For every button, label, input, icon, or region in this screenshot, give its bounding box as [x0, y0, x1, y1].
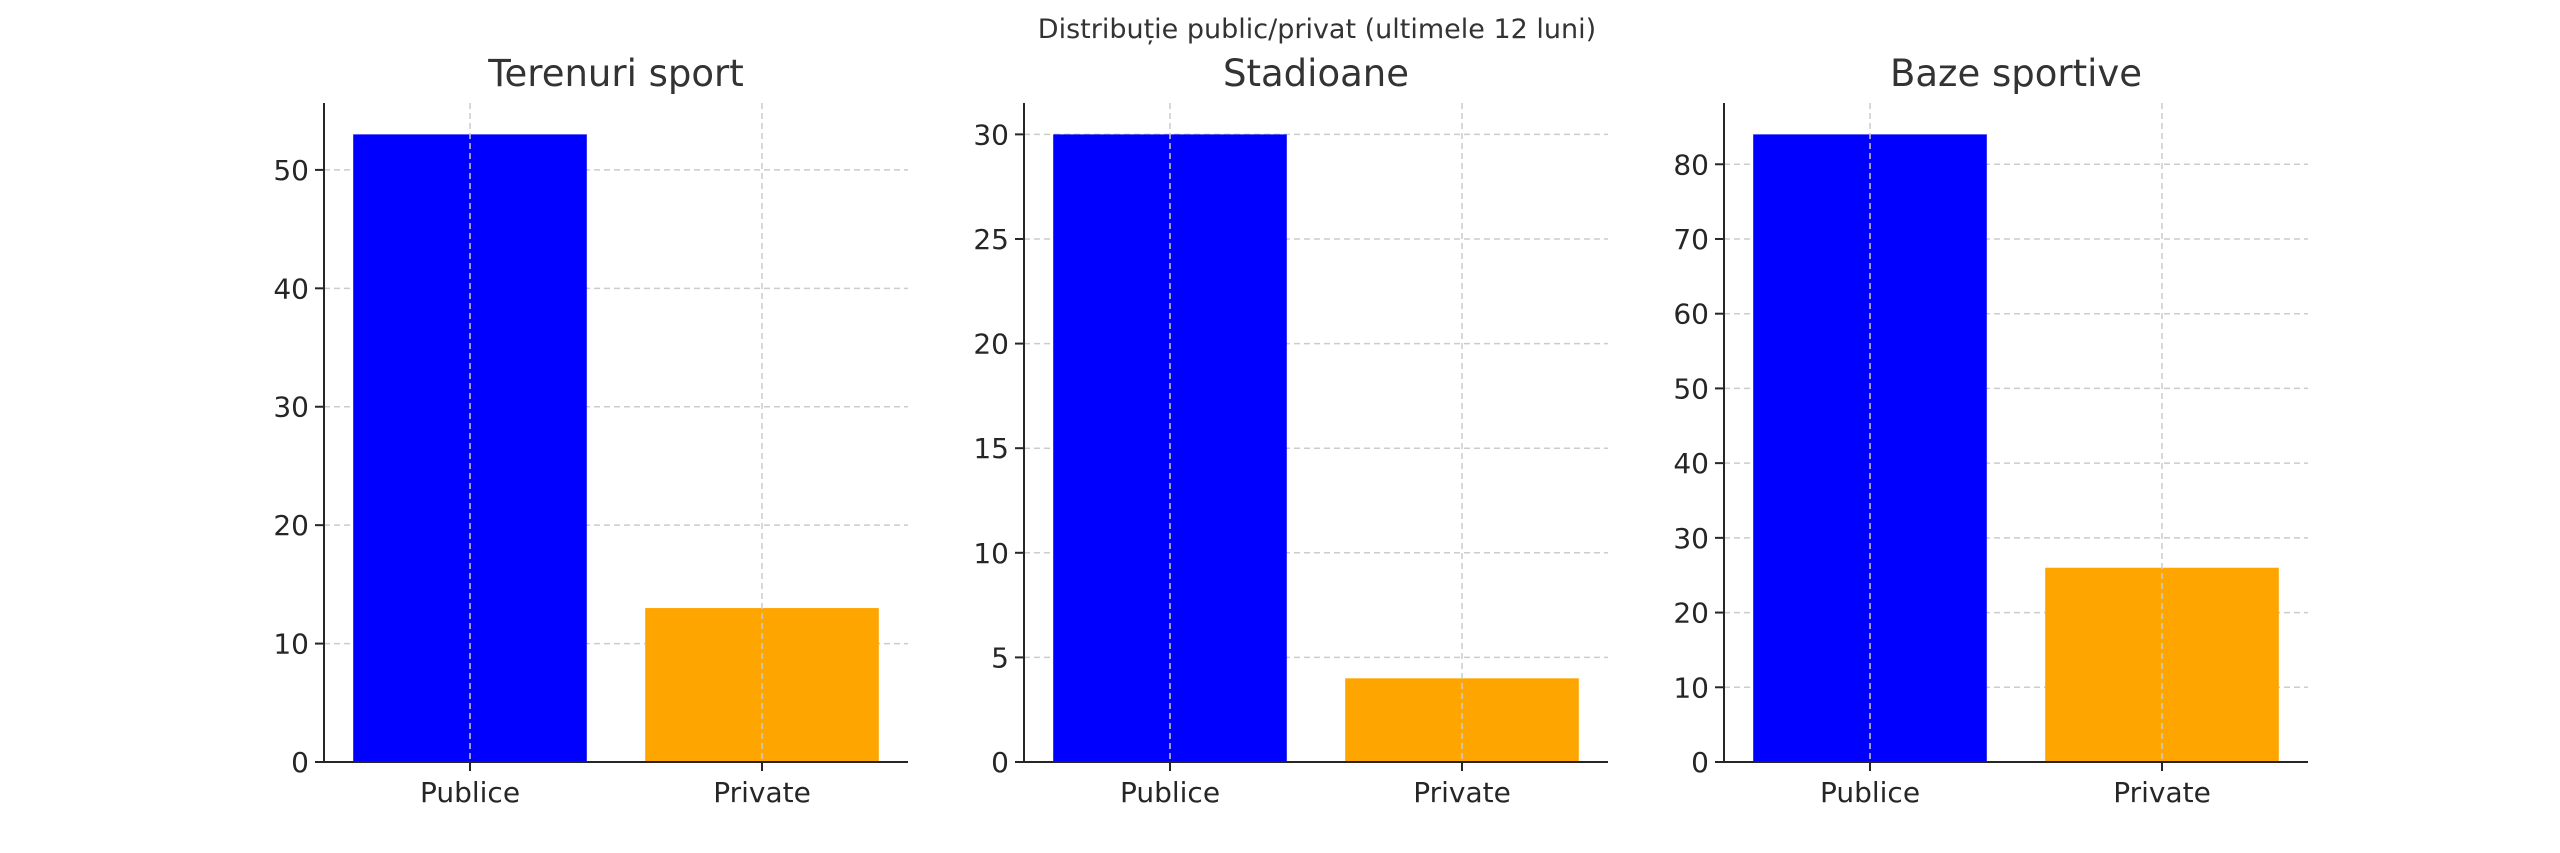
- panel-title: Baze sportive: [1890, 52, 2142, 95]
- x-tick-label: Private: [2113, 776, 2211, 809]
- x-tick-label: Publice: [1120, 776, 1220, 809]
- x-tick-label: Publice: [420, 776, 520, 809]
- bar-private: [1345, 678, 1579, 762]
- figure-title: Distribuție public/privat (ultimele 12 l…: [1038, 14, 1596, 45]
- y-tick-label: 50: [1673, 372, 1709, 405]
- y-tick-label: 40: [273, 272, 309, 305]
- y-tick-label: 20: [973, 328, 1009, 361]
- y-tick-label: 0: [291, 746, 309, 779]
- y-tick-label: 20: [1673, 597, 1709, 630]
- y-tick-label: 60: [1673, 298, 1709, 331]
- y-tick-label: 0: [1691, 746, 1709, 779]
- chart-panel-2: Stadioane 0 5 10 15 20 25 30 Publice Private: [973, 52, 1608, 809]
- y-tick-label: 20: [273, 509, 309, 542]
- y-tick-label: 30: [973, 118, 1009, 151]
- chart-panel-1: Terenuri sport 0 10 20 30 40 50 Publice Private: [273, 52, 908, 809]
- panel-title: Stadioane: [1223, 52, 1409, 95]
- y-tick-label: 50: [273, 154, 309, 187]
- y-tick-label: 25: [973, 223, 1009, 256]
- y-tick-label: 5: [991, 641, 1009, 674]
- panel-title: Terenuri sport: [487, 52, 744, 95]
- y-tick-label: 30: [273, 391, 309, 424]
- chart-panel-3: Baze sportive 0 10 20 30 40 50 60 70 80 Publice Pri…: [1673, 52, 2308, 809]
- x-tick-label: Publice: [1820, 776, 1920, 809]
- y-tick-label: 40: [1673, 447, 1709, 480]
- y-tick-label: 10: [273, 628, 309, 661]
- x-tick-label: Private: [1413, 776, 1511, 809]
- y-tick-label: 10: [1673, 671, 1709, 704]
- y-tick-label: 0: [991, 746, 1009, 779]
- y-tick-label: 15: [973, 432, 1009, 465]
- y-tick-label: 80: [1673, 148, 1709, 181]
- y-tick-label: 70: [1673, 223, 1709, 256]
- y-tick-label: 10: [973, 537, 1009, 570]
- x-tick-label: Private: [713, 776, 811, 809]
- y-tick-label: 30: [1673, 522, 1709, 555]
